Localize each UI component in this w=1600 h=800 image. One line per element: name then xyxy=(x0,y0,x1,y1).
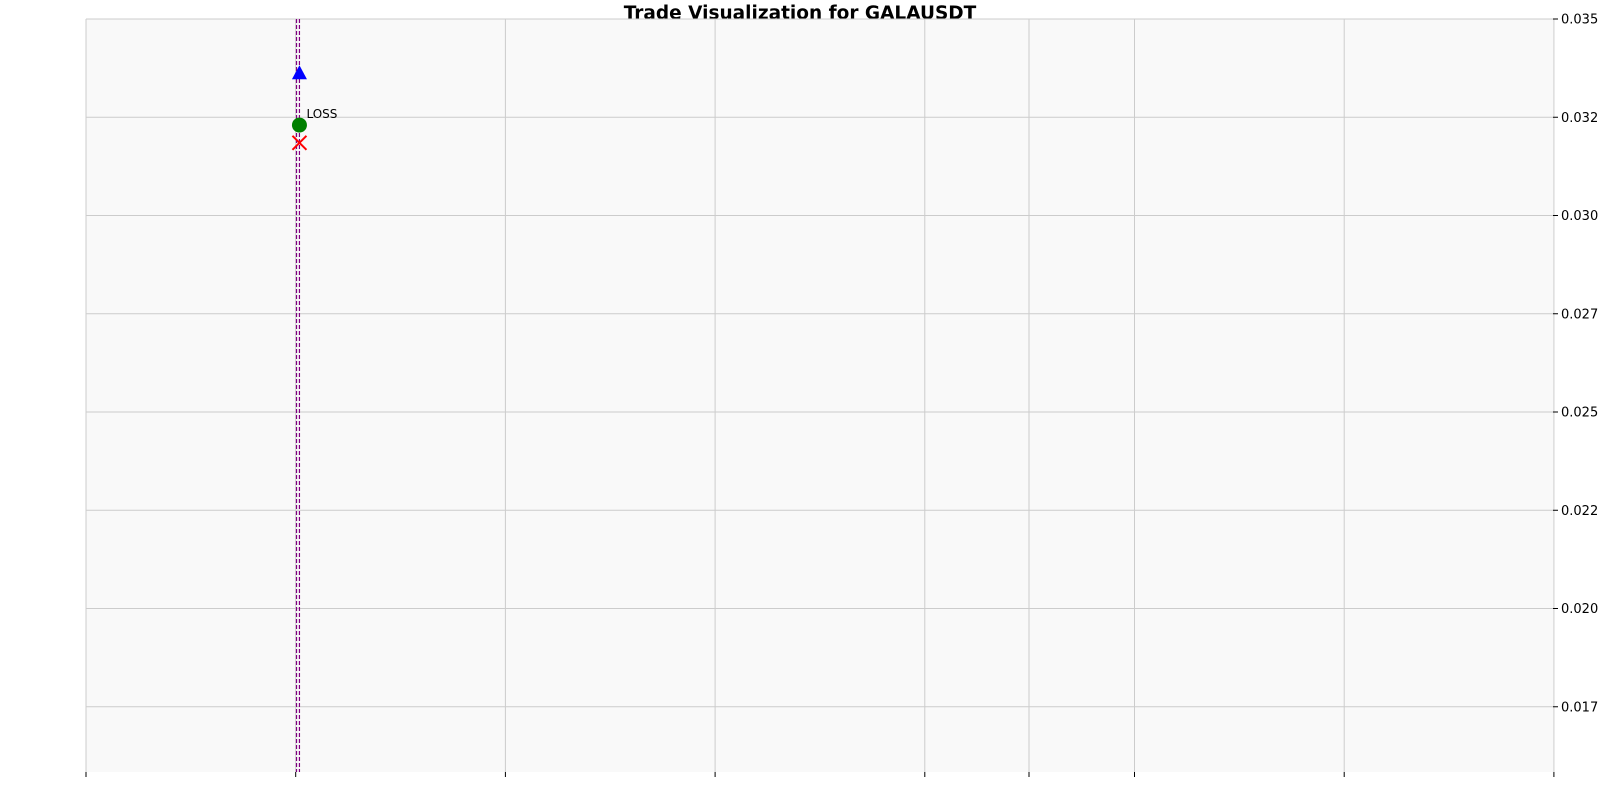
y-tick-label: 0.022 xyxy=(1561,504,1598,519)
y-tick-label: 0.035 xyxy=(1561,13,1598,28)
y-axis-ticks: 0.017 0.020 0.022 0.025 0.027 0.030 0.032 0.035 xyxy=(1553,13,1598,715)
plot-background xyxy=(86,19,1553,772)
trade-markers: LOSS xyxy=(291,65,337,151)
y-tick-label: 0.032 xyxy=(1561,111,1598,126)
y-tick-label: 0.030 xyxy=(1561,209,1598,224)
trade-lines xyxy=(295,19,301,772)
x-axis-ticks xyxy=(85,772,1555,777)
y-tick-label: 0.017 xyxy=(1561,700,1598,715)
trade-result-label: LOSS xyxy=(306,107,337,121)
horizontal-grid xyxy=(86,18,1553,708)
vertical-grid xyxy=(85,19,1555,772)
stop-cross-marker xyxy=(291,135,308,151)
entry-triangle-marker xyxy=(291,65,307,80)
y-tick-label: 0.027 xyxy=(1561,307,1598,322)
y-tick-label: 0.025 xyxy=(1561,406,1598,421)
y-tick-label: 0.020 xyxy=(1561,602,1598,617)
exit-circle-marker xyxy=(291,117,307,133)
